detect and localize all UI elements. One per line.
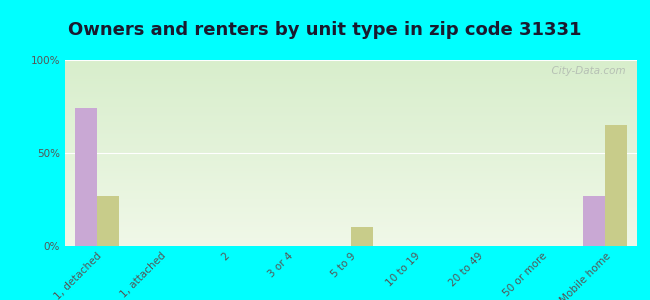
Text: Owners and renters by unit type in zip code 31331: Owners and renters by unit type in zip c…	[68, 21, 582, 39]
Bar	[97, 196, 119, 246]
Text: City-Data.com: City-Data.com	[545, 66, 625, 76]
Bar	[605, 125, 627, 246]
Bar	[75, 108, 97, 246]
Bar	[351, 227, 373, 246]
Bar	[583, 196, 605, 246]
